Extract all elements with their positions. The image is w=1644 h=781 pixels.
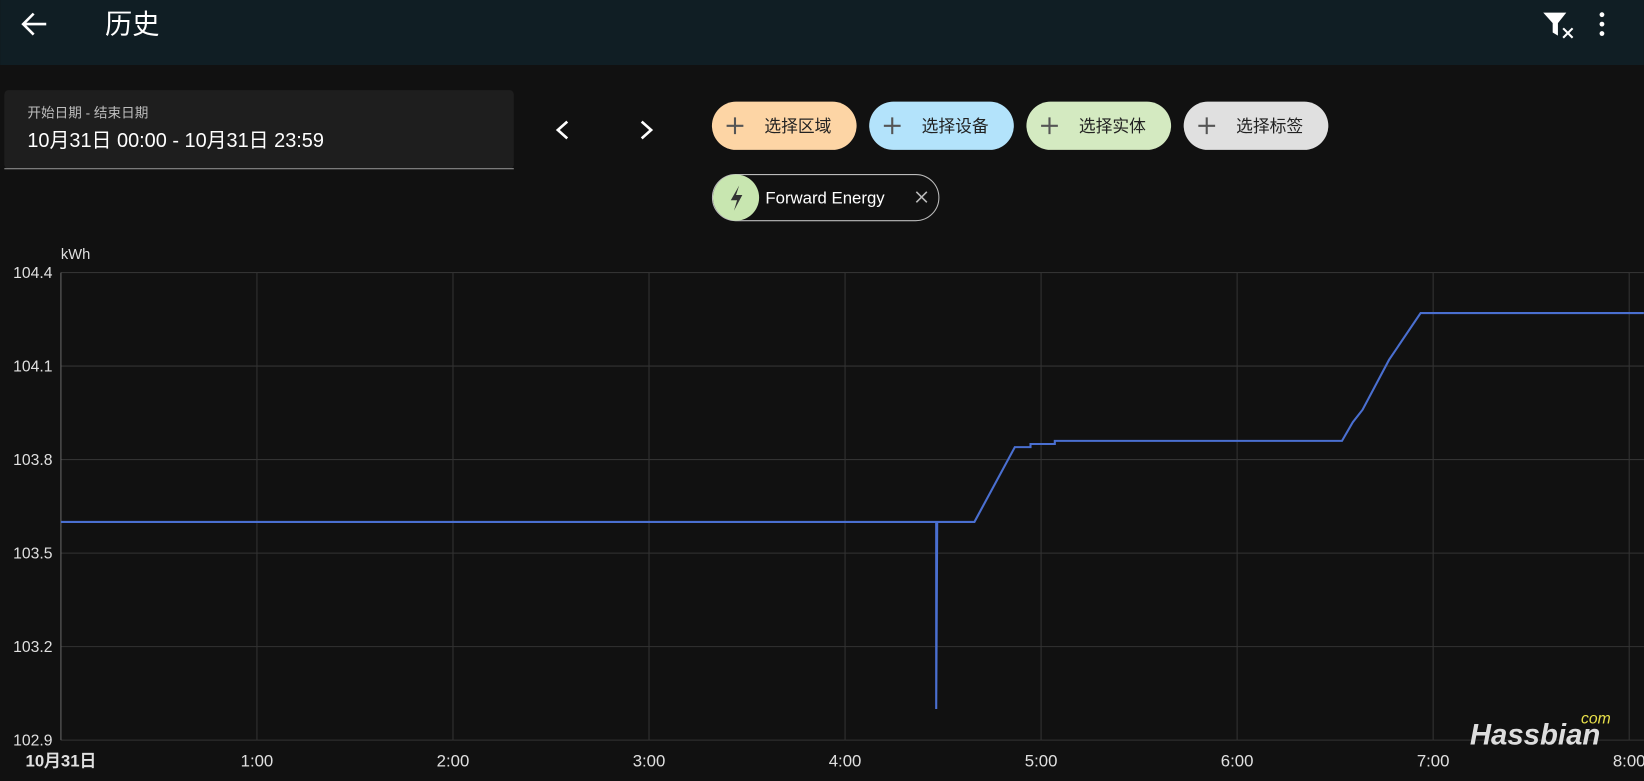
filter-bg: [869, 101, 1014, 150]
date-label: 开始日期 - 结束日期: [27, 105, 148, 120]
filter-bg: [1183, 101, 1329, 150]
filter-label: 选择实体: [1079, 117, 1146, 136]
chip-label: Forward Energy: [765, 188, 885, 207]
watermark-suffix: com: [1581, 710, 1611, 727]
y-tick-label: 103.5: [13, 545, 53, 562]
filter-bg: [1026, 101, 1172, 150]
filter-button[interactable]: 选择标签: [1183, 101, 1329, 150]
page-title: 历史: [105, 9, 160, 40]
x-tick-label: 10月31日: [25, 751, 96, 770]
x-tick-label: 4:00: [829, 751, 862, 770]
back-button[interactable]: [21, 12, 47, 36]
filter-button[interactable]: 选择实体: [1026, 101, 1172, 150]
data-line: [60, 312, 1644, 709]
entity-chip[interactable]: Forward Energy: [711, 174, 940, 222]
plus-icon: [1041, 117, 1058, 135]
plus-icon: [726, 117, 744, 135]
x-tick-label: 2:00: [437, 751, 470, 770]
top-bar: [0, 0, 1644, 65]
chart: 102.9 103.2 103.5 103.8 104.1 104.4 10月31日 1:00…: [13, 265, 1644, 771]
x-tick-label: 3:00: [633, 751, 666, 770]
filter-button[interactable]: 选择设备: [869, 101, 1014, 150]
filter-bg: [711, 101, 857, 150]
y-axis-unit: kWh: [61, 247, 90, 263]
x-tick-label: 6:00: [1221, 751, 1254, 770]
y-tick-label: 102.9: [13, 732, 52, 749]
x-tick-label: 1:00: [241, 751, 274, 770]
y-tick-label: 104.1: [13, 358, 52, 375]
date-value: 10月31日 00:00 - 10月31日 23:59: [27, 130, 324, 152]
menu-button[interactable]: [1599, 12, 1605, 36]
watermark: Hassbian: [1470, 718, 1600, 751]
date-picker[interactable]: 开始日期 - 结束日期 10月31日 00:00 - 10月31日 23:59: [4, 90, 514, 170]
y-tick-label: 103.8: [13, 452, 53, 469]
prev-button[interactable]: [555, 120, 569, 140]
y-tick-label: 104.4: [13, 265, 53, 282]
x-tick-label: 7:00: [1417, 751, 1450, 770]
x-tick-label: 5:00: [1025, 751, 1058, 770]
next-button[interactable]: [640, 120, 654, 140]
filter-label: 选择区域: [764, 117, 831, 136]
y-tick-label: 103.2: [13, 639, 52, 656]
x-tick-label: 8:00: [1613, 751, 1644, 770]
filter-button[interactable]: 选择区域: [711, 101, 857, 150]
clear-filter-button[interactable]: [1543, 12, 1574, 39]
chip-remove[interactable]: [915, 191, 928, 203]
plus-icon: [1198, 117, 1216, 135]
plus-icon: [883, 117, 901, 135]
filter-label: 选择设备: [922, 117, 989, 136]
filter-label: 选择标签: [1236, 117, 1303, 136]
